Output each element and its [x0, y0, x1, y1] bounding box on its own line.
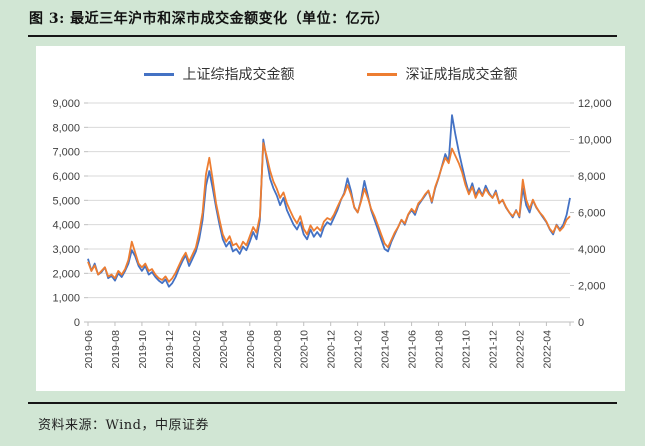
svg-text:2019-06: 2019-06 [83, 330, 95, 369]
svg-text:4,000: 4,000 [52, 220, 80, 232]
series-line-shenzhen [87, 142, 571, 283]
svg-text:0: 0 [578, 317, 584, 329]
legend-label-shenzhen: 深证成指成交金额 [405, 66, 518, 82]
svg-text:2021-08: 2021-08 [434, 330, 446, 369]
legend-label-shanghai: 上证综指成交金额 [182, 66, 295, 82]
svg-text:2020-02: 2020-02 [191, 330, 203, 369]
shanghai-line-swatch-icon [143, 72, 174, 76]
svg-text:2021-04: 2021-04 [380, 330, 392, 369]
svg-text:2020-08: 2020-08 [272, 330, 284, 369]
svg-text:5,000: 5,000 [52, 195, 80, 207]
svg-text:2019-10: 2019-10 [137, 330, 149, 369]
legend-item-shanghai: 上证综指成交金额 [143, 64, 295, 84]
svg-text:1,000: 1,000 [52, 293, 80, 305]
svg-text:2019-08: 2019-08 [110, 330, 122, 369]
svg-text:2019-12: 2019-12 [164, 330, 176, 369]
chart-legend: 上证综指成交金额 深证成指成交金额 [36, 64, 625, 84]
svg-text:0: 0 [74, 317, 80, 329]
title-rule [28, 35, 617, 37]
bottom-rule [28, 402, 617, 404]
svg-text:2022-02: 2022-02 [514, 330, 526, 369]
svg-text:2021-12: 2021-12 [487, 330, 499, 369]
svg-text:10,000: 10,000 [578, 135, 612, 147]
svg-text:2022-04: 2022-04 [541, 330, 553, 369]
svg-text:2020-06: 2020-06 [245, 330, 257, 369]
chart-panel: 上证综指成交金额 深证成指成交金额 0 1,000 2,000 3,000 4,000 5… [36, 46, 625, 391]
svg-text:6,000: 6,000 [578, 208, 606, 220]
svg-text:8,000: 8,000 [52, 122, 80, 134]
svg-text:12,000: 12,000 [578, 98, 612, 110]
svg-text:2020-04: 2020-04 [218, 330, 230, 369]
svg-text:7,000: 7,000 [52, 147, 80, 159]
figure-title: 图 3: 最近三年沪市和深市成交金额变化（单位：亿元） [29, 11, 390, 27]
svg-text:2021-10: 2021-10 [461, 330, 473, 369]
svg-text:2,000: 2,000 [578, 281, 606, 293]
svg-text:2020-12: 2020-12 [326, 330, 338, 369]
shenzhen-line-swatch-icon [366, 72, 397, 76]
svg-text:2,000: 2,000 [52, 268, 80, 280]
svg-text:2021-06: 2021-06 [407, 330, 419, 369]
source-note: 资料来源：Wind，中原证券 [38, 418, 209, 433]
svg-text:4,000: 4,000 [578, 244, 606, 256]
svg-text:9,000: 9,000 [52, 98, 80, 110]
svg-text:8,000: 8,000 [578, 171, 606, 183]
svg-text:6,000: 6,000 [52, 171, 80, 183]
svg-text:2020-10: 2020-10 [299, 330, 311, 369]
legend-item-shenzhen: 深证成指成交金额 [366, 64, 518, 84]
chart-plot: 0 1,000 2,000 3,000 4,000 5,000 6,000 7,000 8,00… [52, 98, 612, 369]
svg-text:2021-02: 2021-02 [353, 330, 365, 369]
svg-text:3,000: 3,000 [52, 244, 80, 256]
